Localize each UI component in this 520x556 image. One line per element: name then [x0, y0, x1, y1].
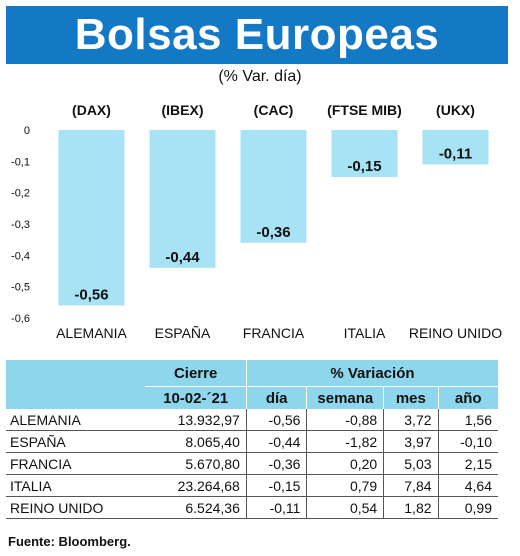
row-anio-cell: 1,56	[437, 409, 498, 431]
column-header-anio: año	[437, 386, 498, 409]
row-name-cell: FRANCIA	[6, 452, 146, 475]
y-tick-label: -0,3	[11, 219, 30, 231]
bar	[58, 130, 125, 306]
table-row: ALEMANIA 13.932,97 -0,56 -0,88 3,72 1,56	[6, 409, 498, 431]
category-label: ITALIA	[344, 325, 386, 341]
table-header-blank-2	[6, 386, 146, 409]
row-anio-cell: -0,10	[437, 430, 498, 453]
chart-subtitle: (% Var. día)	[218, 68, 302, 85]
row-dia-cell: -0,56	[245, 409, 307, 431]
row-dia-cell: -0,44	[245, 430, 307, 453]
row-name-cell: REINO UNIDO	[6, 496, 146, 519]
row-mes-cell: 1,82	[383, 496, 439, 519]
y-tick-label: -0,5	[11, 282, 30, 294]
row-mes-cell: 3,97	[383, 430, 439, 453]
column-header-date: 10-02-´21	[145, 386, 247, 409]
category-label: ESPAÑA	[155, 325, 211, 341]
row-mes-cell: 3,72	[383, 409, 439, 431]
row-cierre-cell: 23.264,68	[145, 474, 247, 497]
bar	[331, 130, 398, 177]
category-label: ALEMANIA	[56, 325, 127, 341]
data-label: -0,11	[439, 145, 472, 162]
row-cierre-cell: 6.524,36	[145, 496, 247, 519]
column-header-mes: mes	[383, 386, 439, 409]
chart-title: Bolsas Europeas	[6, 6, 508, 64]
index-label: (DAX)	[72, 102, 111, 118]
row-dia-cell: -0,15	[245, 474, 307, 497]
bar	[422, 130, 489, 165]
row-cierre-cell: 13.932,97	[145, 409, 247, 431]
index-label: (FTSE MIB)	[327, 102, 402, 118]
table-row: ESPAÑA 8.065,40 -0,44 -1,82 3,97 -0,10	[6, 430, 498, 453]
row-anio-cell: 0,99	[437, 496, 498, 519]
y-tick-label: -0,2	[11, 188, 30, 200]
row-semana-cell: 0,54	[306, 496, 384, 519]
row-semana-cell: -1,82	[306, 430, 384, 453]
row-name-cell: ESPAÑA	[6, 430, 146, 453]
index-label: (IBEX)	[162, 102, 204, 118]
column-header-semana: semana	[306, 386, 384, 409]
table-row: REINO UNIDO 6.524,36 -0,11 0,54 1,82 0,99	[6, 496, 498, 519]
row-name-cell: ALEMANIA	[6, 409, 146, 431]
category-label: REINO UNIDO	[409, 325, 502, 341]
table-header-blank	[6, 360, 146, 387]
y-tick-label: -0,4	[11, 250, 30, 262]
data-label: -0,15	[347, 158, 381, 175]
row-dia-cell: -0,36	[245, 452, 307, 475]
row-anio-cell: 4,64	[437, 474, 498, 497]
table-row: FRANCIA 5.670,80 -0,36 0,20 5,03 2,15	[6, 452, 498, 475]
row-semana-cell: 0,79	[306, 474, 384, 497]
row-dia-cell: -0,11	[245, 496, 307, 519]
bars: (DAX) -0,56 ALEMANIA (IBEX) -0,44 ESPAÑA (CAC)…	[56, 102, 502, 341]
row-anio-cell: 2,15	[437, 452, 498, 475]
data-table: Cierre % Variación 10-02-´21 día semana …	[6, 360, 498, 519]
table-row: ITALIA 23.264,68 -0,15 0,79 7,84 4,64	[6, 474, 498, 497]
table-header-variacion: % Variación	[245, 360, 498, 387]
row-semana-cell: 0,20	[306, 452, 384, 475]
y-tick-label: -0,6	[11, 313, 30, 325]
row-name-cell: ITALIA	[6, 474, 146, 497]
index-label: (UKX)	[436, 102, 475, 118]
bar	[149, 130, 216, 268]
row-cierre-cell: 5.670,80	[145, 452, 247, 475]
row-mes-cell: 7,84	[383, 474, 439, 497]
table-header-cierre: Cierre	[145, 360, 247, 387]
y-tick-label: 0	[24, 125, 30, 137]
row-mes-cell: 5,03	[383, 452, 439, 475]
data-label: -0,36	[256, 224, 290, 241]
row-semana-cell: -0,88	[306, 409, 384, 431]
bar	[240, 130, 307, 243]
data-label: -0,44	[165, 249, 200, 266]
column-header-dia: día	[245, 386, 307, 409]
data-label: -0,56	[74, 286, 108, 303]
y-tick-label: -0,1	[11, 156, 30, 168]
category-label: FRANCIA	[243, 325, 305, 341]
y-axis: 0 -0,1 -0,2 -0,3 -0,4 -0,5 -0,6	[11, 125, 30, 325]
bar-chart: 0 -0,1 -0,2 -0,3 -0,4 -0,5 -0,6 (DAX) -0,56 ALEM…	[11, 102, 502, 341]
row-cierre-cell: 8.065,40	[145, 430, 247, 453]
source-note: Fuente: Bloomberg.	[8, 534, 131, 549]
index-label: (CAC)	[254, 102, 294, 118]
